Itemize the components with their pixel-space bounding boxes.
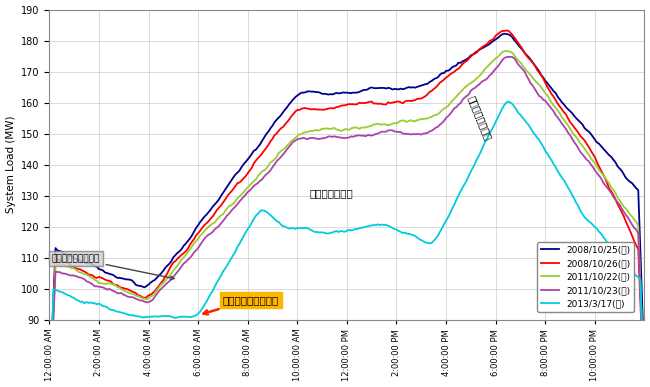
2011/10/22(土)	[72, 267, 80, 272]
Text: 近年の実質電力需要: 近年の実質電力需要	[203, 295, 279, 314]
2008/10/25(土)	[244, 157, 252, 162]
2011/10/22(土)	[244, 185, 252, 190]
2011/10/23(日)	[51, 269, 59, 274]
Text: 供給過剰リスク: 供給過剰リスク	[309, 188, 354, 198]
2008/10/26(日)	[244, 171, 252, 176]
2008/10/25(土)	[51, 246, 59, 250]
Legend: 2008/10/25(土), 2008/10/26(日), 2011/10/22(土), 2011/10/23(日), 2013/3/17(日): 2008/10/25(土), 2008/10/26(日), 2011/10/22…	[538, 242, 634, 312]
2013/3/17(日)	[335, 230, 343, 235]
Text: 従来の実質電力需要: 従来の実質電力需要	[52, 254, 174, 280]
2013/3/17(日)	[135, 314, 142, 319]
Text: 追従能力の必要性: 追従能力の必要性	[466, 94, 493, 142]
2008/10/26(日)	[51, 257, 59, 261]
2008/10/26(日)	[504, 28, 512, 33]
2011/10/22(土)	[135, 294, 142, 298]
Y-axis label: System Load (MW): System Load (MW)	[6, 116, 16, 213]
2011/10/23(日)	[504, 55, 512, 59]
2008/10/25(土)	[500, 31, 508, 36]
2008/10/26(日)	[517, 44, 525, 48]
2008/10/25(土)	[72, 257, 80, 262]
2011/10/22(土)	[51, 262, 59, 267]
2011/10/23(日)	[72, 274, 80, 279]
2011/10/23(日)	[335, 135, 343, 140]
2011/10/22(土)	[335, 127, 343, 132]
2013/3/17(日)	[504, 99, 512, 104]
2008/10/26(日)	[135, 293, 142, 298]
2011/10/23(日)	[244, 190, 252, 194]
2011/10/23(日)	[517, 65, 525, 69]
2008/10/26(日)	[72, 266, 80, 271]
2013/3/17(日)	[72, 298, 80, 302]
2013/3/17(日)	[244, 227, 252, 231]
2008/10/25(土)	[335, 91, 343, 96]
Line: 2008/10/26(日): 2008/10/26(日)	[49, 31, 644, 387]
Line: 2011/10/23(日): 2011/10/23(日)	[49, 57, 644, 387]
2008/10/25(土)	[135, 283, 142, 288]
Line: 2008/10/25(土): 2008/10/25(土)	[49, 34, 644, 387]
2011/10/22(土)	[517, 60, 525, 65]
2008/10/25(土)	[640, 365, 648, 370]
Line: 2011/10/22(土): 2011/10/22(土)	[49, 51, 644, 387]
2013/3/17(日)	[51, 288, 59, 292]
2011/10/22(土)	[502, 49, 510, 53]
Line: 2013/3/17(日): 2013/3/17(日)	[49, 102, 644, 387]
2011/10/23(日)	[135, 297, 142, 302]
2013/3/17(日)	[517, 113, 525, 117]
2008/10/25(土)	[517, 45, 525, 50]
2008/10/26(日)	[335, 104, 343, 109]
